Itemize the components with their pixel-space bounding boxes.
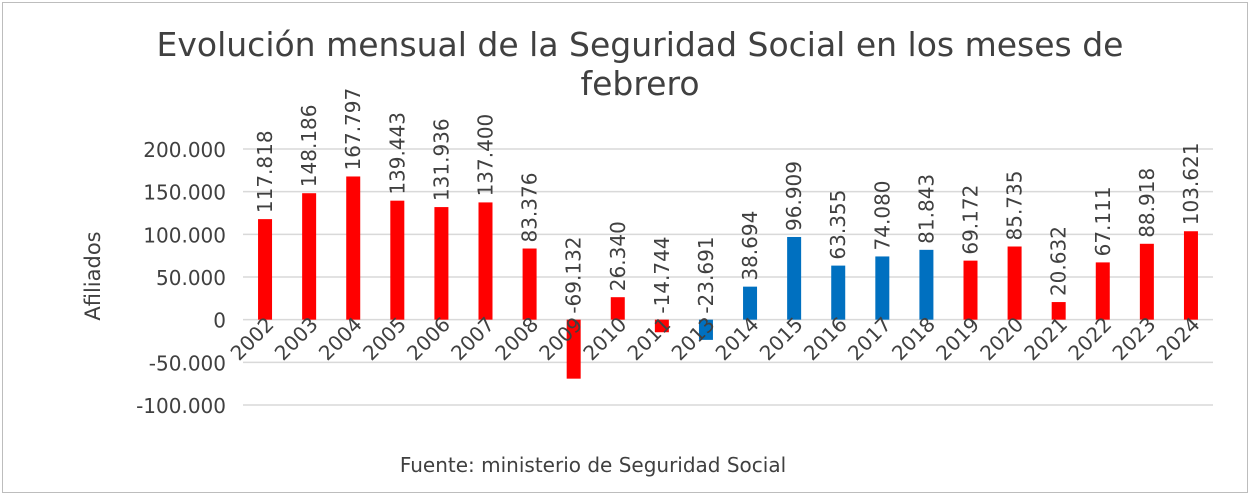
bar-2023 <box>1139 243 1154 320</box>
bar-2005 <box>390 200 405 320</box>
data-label: 81.843 <box>914 174 938 244</box>
y-tick-label: -50.000 <box>149 351 226 375</box>
bar-2018 <box>919 249 934 320</box>
data-label: 85.735 <box>1003 171 1027 241</box>
data-label: 38.694 <box>738 211 762 281</box>
y-tick-label: -100.000 <box>136 394 226 418</box>
data-label: 63.355 <box>826 190 850 260</box>
chart-title-line1: Evolución mensual de la Seguridad Social… <box>157 25 1124 64</box>
bar-2019 <box>963 260 978 320</box>
data-label: 67.111 <box>1091 186 1115 256</box>
bar-2024 <box>1183 231 1198 320</box>
bar-2009 <box>566 319 581 379</box>
data-label: 26.340 <box>606 221 630 291</box>
bar-2021 <box>1051 302 1066 320</box>
data-label: -23.691 <box>694 236 718 313</box>
bar-2020 <box>1007 246 1022 320</box>
data-label: 103.621 <box>1179 143 1203 226</box>
data-label: -14.744 <box>650 236 674 313</box>
bar-2015 <box>787 236 802 320</box>
y-tick-label: 100.000 <box>143 223 226 247</box>
bar-2004 <box>346 176 361 320</box>
source-note: Fuente: ministerio de Seguridad Social <box>400 453 786 477</box>
bar-2002 <box>258 219 273 320</box>
data-label: 148.186 <box>297 104 321 187</box>
data-label: 117.818 <box>253 130 277 213</box>
bar-2003 <box>302 193 317 320</box>
y-tick-label: 150.000 <box>143 181 226 205</box>
data-label: 20.632 <box>1047 226 1071 296</box>
bar-2008 <box>522 248 537 320</box>
data-label: 167.797 <box>341 88 365 171</box>
bar-2022 <box>1095 262 1110 320</box>
bar-2007 <box>478 202 493 320</box>
bar-2006 <box>434 207 449 320</box>
data-label: 139.443 <box>385 112 409 195</box>
bar-2016 <box>831 265 846 320</box>
y-tick-label: 200.000 <box>143 138 226 162</box>
data-label: 69.172 <box>959 185 983 255</box>
bar-2017 <box>875 256 890 320</box>
data-label: 137.400 <box>474 114 498 197</box>
bar-2011 <box>654 319 669 333</box>
data-label: 74.080 <box>870 180 894 250</box>
y-tick-label: 0 <box>213 309 226 333</box>
data-label: -69.132 <box>562 236 586 313</box>
data-label: 96.909 <box>782 161 806 231</box>
y-axis-title: Afiliados <box>81 231 105 320</box>
bar-2014 <box>743 286 758 320</box>
bar-2013 <box>698 319 713 340</box>
y-tick-label: 50.000 <box>156 266 226 290</box>
data-label: 131.936 <box>429 118 453 201</box>
data-label: 88.918 <box>1135 168 1159 238</box>
chart-title-line2: febrero <box>580 64 699 103</box>
bar-2010 <box>610 297 625 320</box>
data-label: 83.376 <box>518 173 542 243</box>
